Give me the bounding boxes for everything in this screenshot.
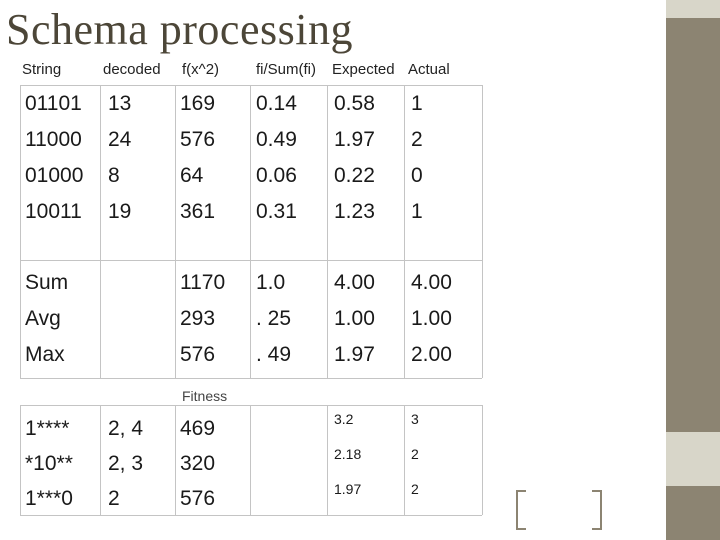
sidebar-band	[666, 432, 720, 486]
table-gridline	[20, 260, 21, 378]
table-gridline	[20, 378, 482, 379]
data-row-cell: 19	[108, 200, 132, 223]
summary-row-cell: . 25	[256, 307, 292, 330]
data-row-cell: 2	[411, 128, 423, 151]
table-gridline	[100, 85, 101, 260]
table-gridline	[250, 405, 251, 515]
table-gridline	[20, 260, 482, 261]
summary-row-cell: Avg	[25, 307, 61, 330]
data-row-cell: 0.31	[256, 200, 297, 223]
data-row-cell: 01101	[25, 92, 82, 115]
header-fx2: f(x^2)	[182, 61, 220, 78]
right-bracket-decoration	[592, 490, 602, 530]
left-bracket-decoration	[516, 490, 526, 530]
data-row-cell: 1.97	[334, 128, 375, 151]
table-gridline	[250, 85, 251, 260]
table-gridline	[100, 405, 101, 515]
data-row-cell: 1.23	[334, 200, 375, 223]
data-row-cell: 0.14	[256, 92, 297, 115]
summary-row-cell: Sum	[25, 271, 69, 294]
table-gridline	[20, 85, 21, 260]
data-row-cell: 10011	[25, 200, 82, 223]
table-gridline	[404, 260, 405, 378]
sidebar-decoration	[666, 0, 720, 540]
table-gridline	[482, 260, 483, 378]
data-row-cell: 11000	[25, 128, 82, 151]
summary-row-cell: 1.97	[334, 343, 375, 366]
table-gridline	[20, 515, 482, 516]
data-row-cell: 64	[180, 164, 204, 187]
table-gridline	[175, 85, 176, 260]
data-row-cell: 1	[411, 200, 423, 223]
table-gridline	[100, 260, 101, 378]
data-row-cell: 0.58	[334, 92, 375, 115]
summary-row-cell: 1.00	[411, 307, 452, 330]
schema-row-cell: 1.97	[334, 481, 362, 497]
summary-row-cell: 4.00	[334, 271, 375, 294]
schema-row-cell: 1****	[25, 417, 70, 440]
data-row-cell: 0	[411, 164, 423, 187]
schema-row-cell: 1***0	[25, 487, 73, 510]
table-gridline	[327, 85, 328, 260]
data-row-cell: 0.06	[256, 164, 297, 187]
schema-row-cell: *10**	[25, 452, 73, 475]
summary-row-cell: 1.0	[256, 271, 286, 294]
data-row-cell: 01000	[25, 164, 84, 187]
fitness-label: Fitness	[182, 388, 228, 404]
table-gridline	[20, 405, 21, 515]
summary-row-cell: 4.00	[411, 271, 452, 294]
schema-row-cell: 3.2	[334, 411, 354, 427]
data-row-cell: 24	[108, 128, 132, 151]
data-row-cell: 1	[411, 92, 423, 115]
table-gridline	[404, 85, 405, 260]
header-string: String	[22, 61, 62, 78]
summary-row-cell: 1.00	[334, 307, 375, 330]
table-gridline	[327, 405, 328, 515]
table-gridline	[482, 405, 483, 515]
summary-row-cell: 293	[180, 307, 216, 330]
schema-row-cell: 2	[411, 446, 419, 462]
table-gridline	[20, 85, 482, 86]
schema-row-cell: 320	[180, 452, 216, 475]
header-fi-sum: fi/Sum(fi)	[256, 61, 316, 78]
table-gridline	[175, 260, 176, 378]
data-row-cell: 8	[108, 164, 120, 187]
schema-row-cell: 576	[180, 487, 216, 510]
data-row-cell: 0.49	[256, 128, 297, 151]
summary-row-cell: Max	[25, 343, 65, 366]
schema-row-cell: 2	[411, 481, 419, 497]
summary-row-cell: 1170	[180, 271, 226, 294]
data-row-cell: 0.22	[334, 164, 375, 187]
header-actual: Actual	[408, 61, 450, 78]
schema-row-cell: 2, 4	[108, 417, 144, 440]
sidebar-band	[666, 0, 720, 18]
header-decoded: decoded	[103, 61, 161, 78]
schema-row-cell: 469	[180, 417, 216, 440]
schema-row-cell: 2.18	[334, 446, 362, 462]
data-row-cell: 169	[180, 92, 216, 115]
table-gridline	[250, 260, 251, 378]
table-gridline	[404, 405, 405, 515]
schema-row-cell: 3	[411, 411, 419, 427]
data-row-cell: 361	[180, 200, 216, 223]
summary-row-cell: 2.00	[411, 343, 452, 366]
summary-row-cell: . 49	[256, 343, 292, 366]
summary-row-cell: 576	[180, 343, 216, 366]
data-row-cell: 576	[180, 128, 216, 151]
data-row-cell: 13	[108, 92, 132, 115]
table-gridline	[20, 405, 482, 406]
schema-row-cell: 2	[108, 487, 120, 510]
table-gridline	[482, 85, 483, 260]
schema-row-cell: 2, 3	[108, 452, 144, 475]
table-gridline	[175, 405, 176, 515]
table-gridline	[327, 260, 328, 378]
slide-title: Schema processing	[6, 5, 353, 54]
header-expected: Expected	[332, 61, 395, 78]
